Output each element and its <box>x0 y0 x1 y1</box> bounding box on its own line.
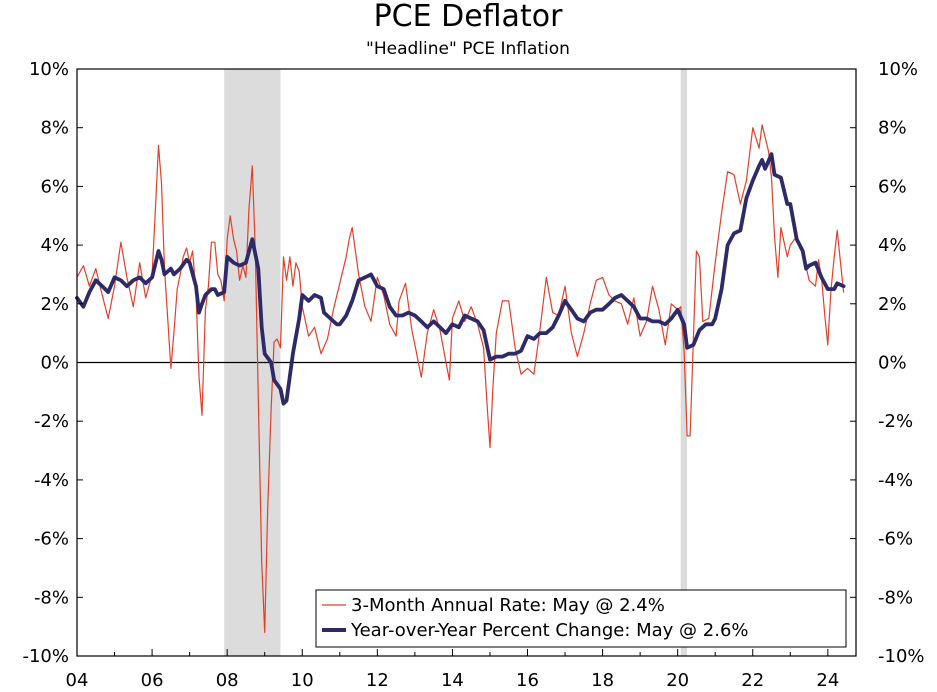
y-tick-left-label-8: -6% <box>34 529 69 550</box>
y-tick-left-label-0: 10% <box>29 59 69 80</box>
x-tick-label-8: 20 <box>666 670 689 691</box>
x-tick-label-1: 06 <box>141 670 164 691</box>
y-tick-right-label-2: 6% <box>878 176 907 197</box>
x-tick-label-2: 08 <box>216 670 239 691</box>
legend: 3-Month Annual Rate: May @ 2.4% Year-ove… <box>315 589 847 648</box>
y-axis-right: 10% 8% 6% 4% 2% 0% -2% -4% -6% -8% -10% <box>850 59 925 667</box>
x-tick-label-6: 16 <box>516 670 539 691</box>
x-tick-label-3: 10 <box>291 670 314 691</box>
y-axis-left: 10% 8% 6% 4% 2% 0% -2% -4% -6% -8% -10% <box>22 59 83 667</box>
y-tick-left-label-5: 0% <box>40 353 69 374</box>
x-tick-label-9: 22 <box>741 670 764 691</box>
y-tick-right-label-7: -4% <box>878 470 913 491</box>
y-tick-right-label-1: 8% <box>878 118 907 139</box>
y-tick-right-label-5: 0% <box>878 353 907 374</box>
y-tick-right-label-6: -2% <box>878 411 913 432</box>
y-tick-left-label-6: -2% <box>34 411 69 432</box>
legend-label-yoy: Year-over-Year Percent Change: May @ 2.6… <box>350 620 749 641</box>
y-tick-left-label-9: -8% <box>34 587 69 608</box>
chart-subtitle: "Headline" PCE Inflation <box>366 39 570 59</box>
series-line-0 <box>76 124 845 634</box>
y-tick-right-label-10: -10% <box>878 646 925 667</box>
x-tick-label-10: 24 <box>816 670 839 691</box>
y-tick-left-label-3: 4% <box>40 235 69 256</box>
series-line-1 <box>75 152 846 406</box>
legend-box <box>315 589 847 648</box>
y-tick-left-label-7: -4% <box>34 470 69 491</box>
y-tick-right-label-4: 2% <box>878 294 907 315</box>
y-tick-left-label-4: 2% <box>40 294 69 315</box>
x-tick-label-4: 12 <box>366 670 389 691</box>
y-tick-left-label-1: 8% <box>40 118 69 139</box>
y-tick-right-label-9: -8% <box>878 587 913 608</box>
x-axis: 04 06 08 10 12 14 16 18 20 22 24 <box>66 649 839 691</box>
legend-label-3-month: 3-Month Annual Rate: May @ 2.4% <box>351 595 665 616</box>
y-tick-left-label-10: -10% <box>22 646 69 667</box>
x-tick-label-7: 18 <box>591 670 614 691</box>
y-tick-right-label-0: 10% <box>878 59 918 80</box>
x-tick-label-5: 14 <box>441 670 464 691</box>
x-tick-label-0: 04 <box>66 670 89 691</box>
series-lines <box>75 124 846 634</box>
y-tick-left-label-2: 6% <box>40 176 69 197</box>
y-tick-right-label-3: 4% <box>878 235 907 256</box>
y-tick-right-label-8: -6% <box>878 529 913 550</box>
chart-title: PCE Deflator <box>374 0 563 34</box>
